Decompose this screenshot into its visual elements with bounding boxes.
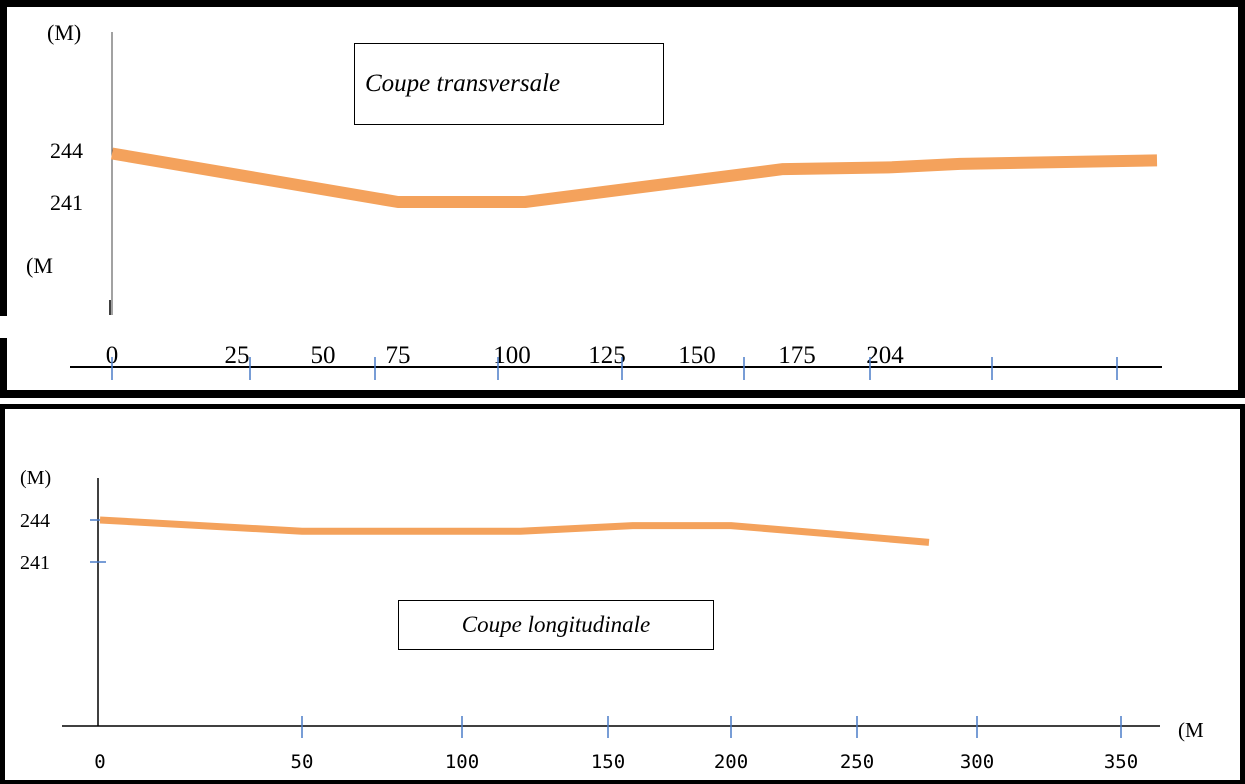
chart-longitudinal-panel: (M) (M 244 241 0 50 100 150 200 250 300 350 Coup… [0, 404, 1245, 784]
frame-top-edge [0, 0, 1245, 7]
chart-transversal: (M) (M 244 241 0 25 50 75 100 125 150 175 204 [0, 0, 1245, 398]
y-axis-label-bottom: (M [26, 253, 53, 278]
frame-bottom-edge [0, 390, 1245, 398]
chart-title-longitudinal: Coupe longitudinale [398, 600, 714, 650]
y-tick-label: 244 [50, 138, 83, 163]
x-tick-label: 0 [94, 751, 105, 773]
x-tick-label: 204 [866, 342, 904, 369]
x-tick-label: 25 [225, 342, 250, 369]
x-tick-label: 200 [714, 751, 748, 773]
x-tick-label: 100 [493, 342, 531, 369]
x-tick-label: 150 [591, 751, 625, 773]
series-line [110, 147, 1158, 208]
frame-top-edge [0, 404, 1245, 409]
x-tick-label: 150 [678, 342, 716, 369]
x-tick-label: 125 [588, 342, 626, 369]
frame-left-edge-lower [0, 338, 7, 398]
x-tick-label: 350 [1104, 751, 1138, 773]
x-tick-label: 175 [778, 342, 816, 369]
y-axis-label: (M) [20, 467, 51, 489]
frame-right-edge [1238, 0, 1245, 398]
x-tick-label: 50 [291, 751, 314, 773]
x-tick-label: 300 [960, 751, 994, 773]
y-tick-label: 244 [20, 510, 50, 532]
x-tick-label: 0 [106, 342, 119, 369]
y-tick-label: 241 [20, 552, 50, 574]
x-axis-label: (M [1178, 718, 1204, 742]
frame-left-edge [0, 404, 5, 784]
frame-bottom-edge [0, 780, 1245, 784]
x-tick-label: 250 [840, 751, 874, 773]
x-tick-label: 50 [311, 342, 336, 369]
series-line [99, 516, 930, 546]
y-axis-label-top: (M) [47, 20, 81, 45]
chart-title-transversal: Coupe transversale [354, 43, 664, 125]
x-tick-label: 75 [386, 342, 411, 369]
x-tick-label: 100 [445, 751, 479, 773]
frame-left-edge-upper [0, 0, 7, 316]
frame-right-edge [1240, 404, 1245, 784]
chart-longitudinal: (M) (M 244 241 0 50 100 150 200 250 300 350 [0, 404, 1245, 784]
y-tick-label: 241 [50, 190, 83, 215]
chart-transversal-panel: (M) (M 244 241 0 25 50 75 100 125 150 175 204 Cou… [0, 0, 1245, 398]
